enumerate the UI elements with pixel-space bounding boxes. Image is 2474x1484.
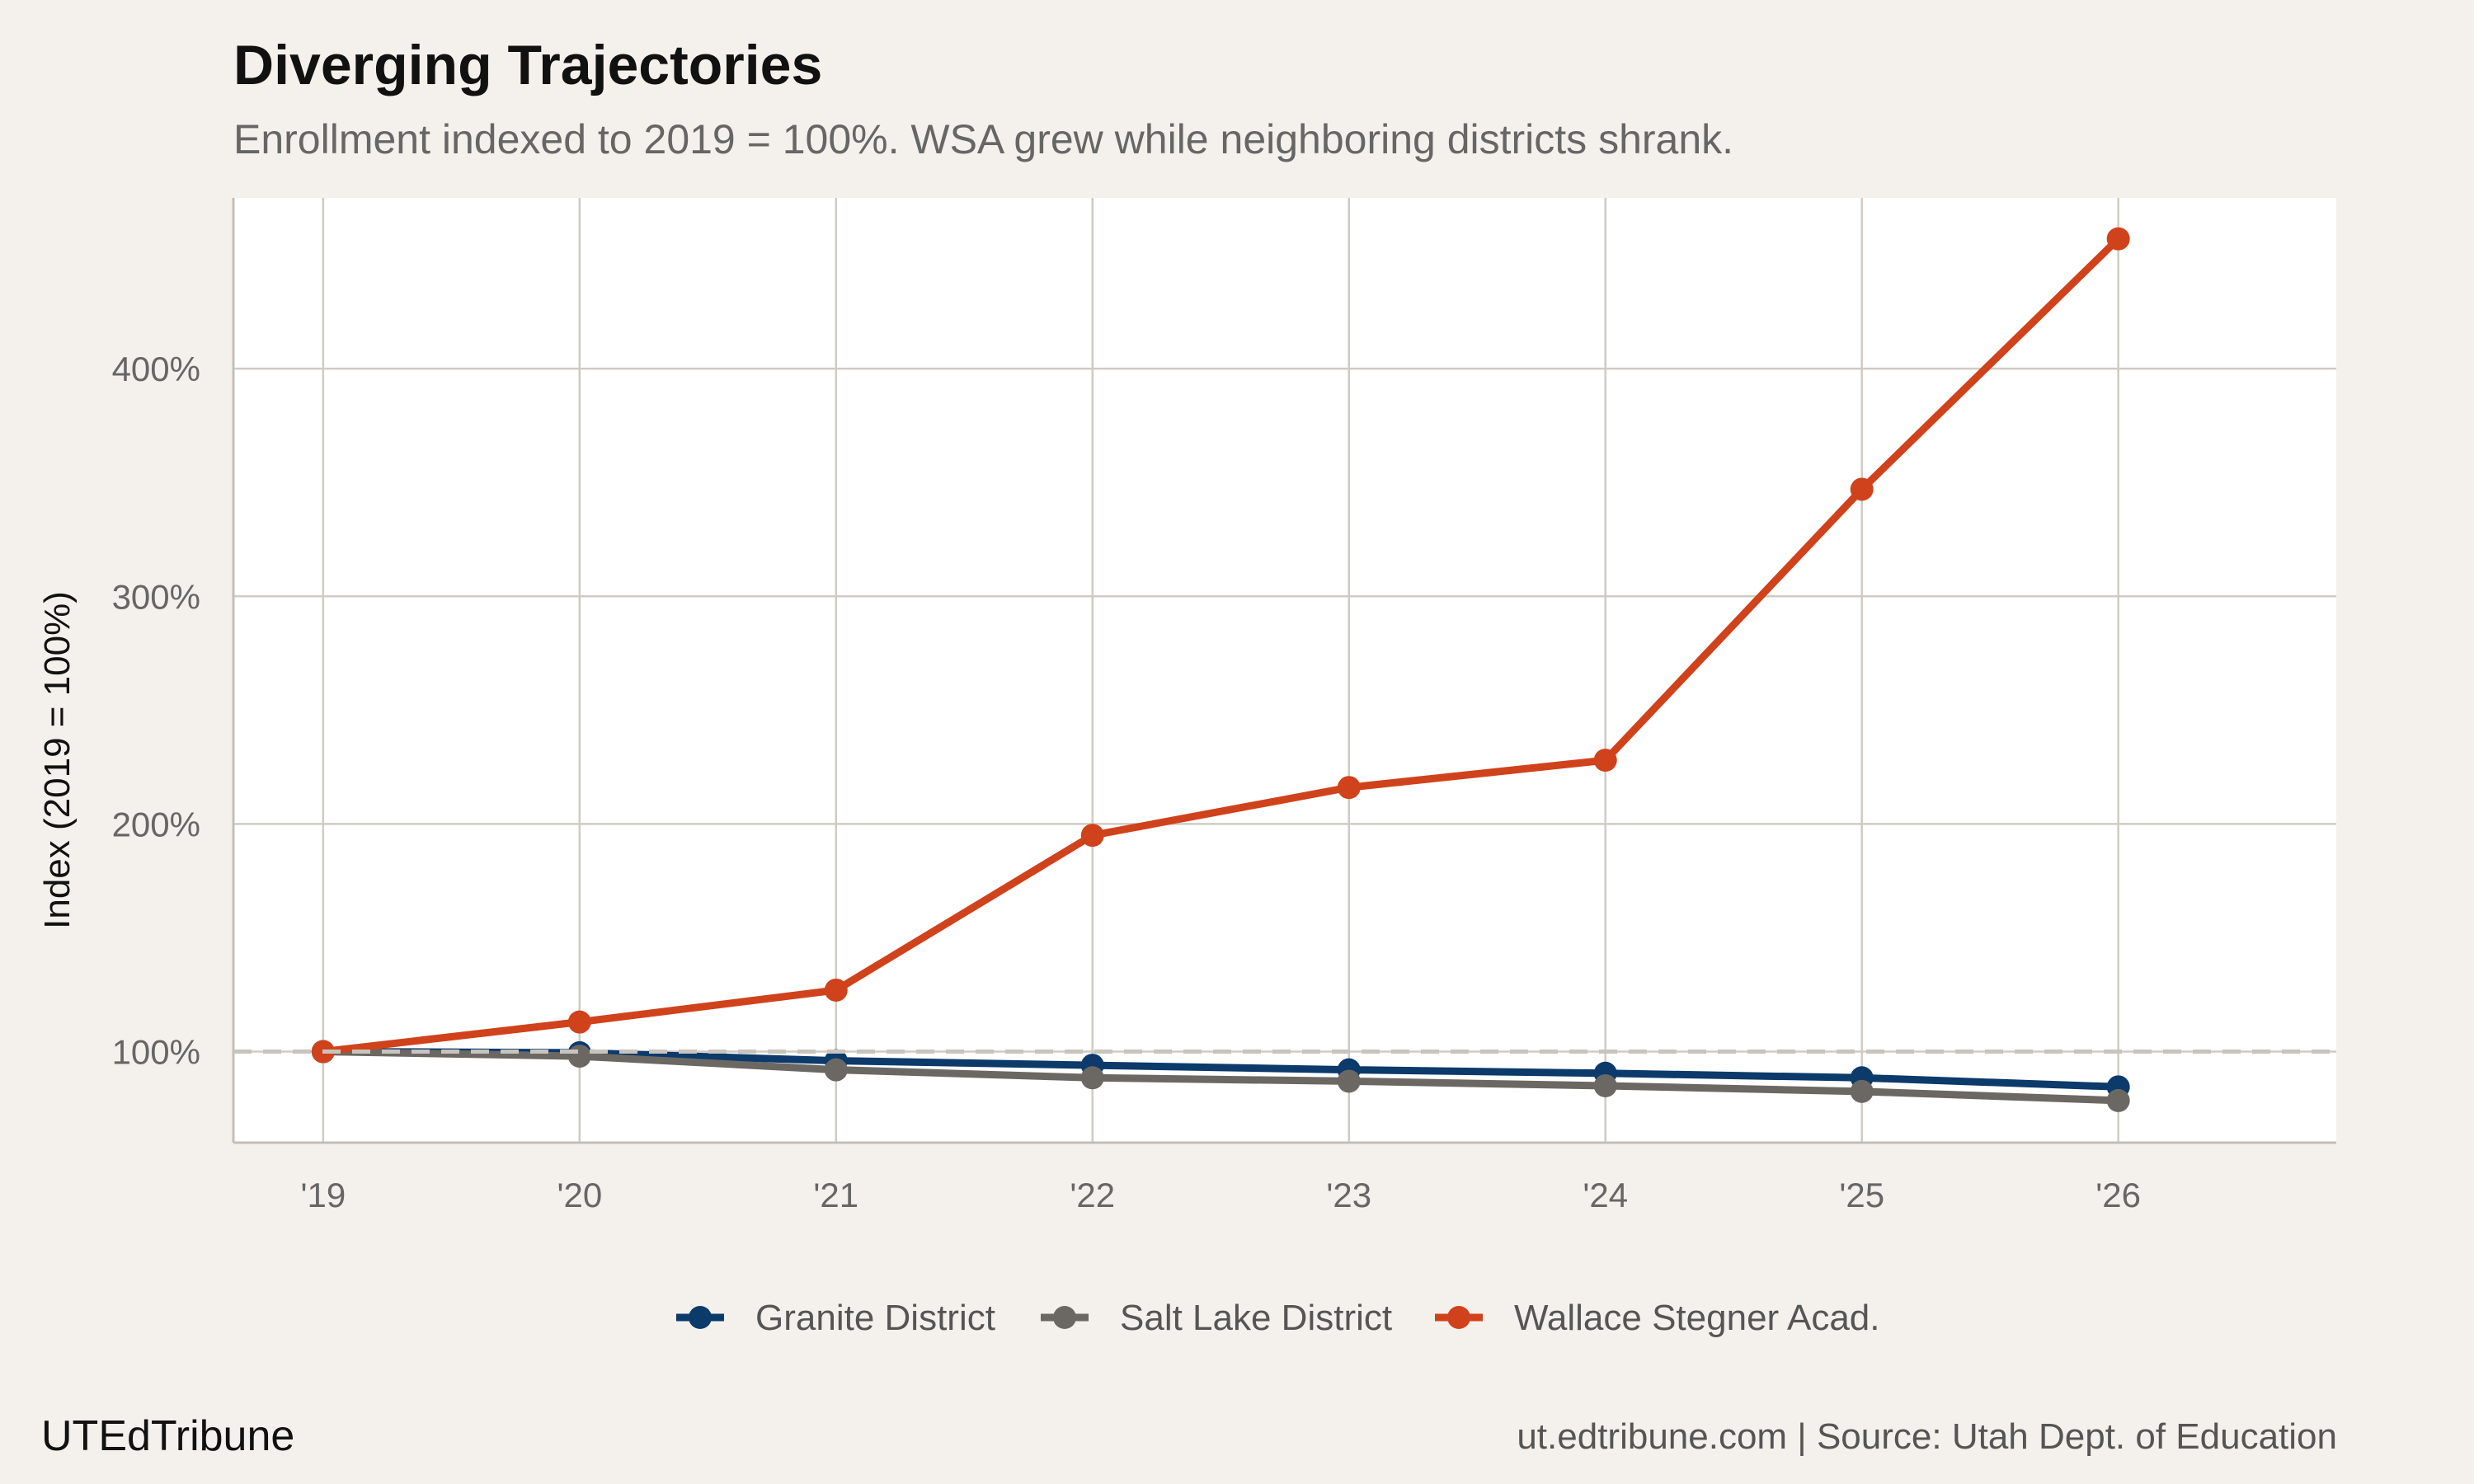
x-tick-label: '19 (300, 1176, 346, 1214)
axes: 100% 200% 300% 400% '19 '20 '21 '22 '23 '24 '25 '26 (112, 198, 2336, 1214)
footer-source: ut.edtribune.com | Source: Utah Dept. of… (1517, 1416, 2337, 1457)
x-tick-label: '22 (1070, 1176, 1115, 1214)
legend-swatch-point (1447, 1306, 1470, 1329)
x-tick-label: '21 (813, 1176, 858, 1214)
legend-swatch-point (689, 1306, 712, 1329)
data-point (1593, 1073, 1617, 1097)
y-tick-label: 200% (112, 805, 200, 843)
data-point (1080, 1066, 1104, 1090)
y-axis-title: Index (2019 = 100%) (37, 591, 78, 929)
data-point (824, 1058, 848, 1082)
data-point (1850, 477, 1874, 501)
series-wallace-stegner-acad (311, 227, 2130, 1064)
data-point (824, 978, 848, 1002)
series-line (319, 235, 2123, 1055)
chart-title: Diverging Trajectories (233, 34, 823, 96)
legend-item: Wallace Stegner Acad. (1435, 1298, 1880, 1338)
data-point (1593, 749, 1617, 773)
x-tick-label: '24 (1583, 1176, 1628, 1214)
y-tick-label: 100% (112, 1033, 200, 1072)
y-tick-label: 300% (112, 577, 200, 616)
x-tick-label: '23 (1326, 1176, 1371, 1214)
legend-item: Salt Lake District (1041, 1298, 1392, 1338)
x-tick-label: '20 (557, 1176, 602, 1214)
chart-subtitle: Enrollment indexed to 2019 = 100%. WSA g… (233, 116, 1734, 162)
data-point (1080, 824, 1104, 848)
data-point (1337, 776, 1361, 800)
data-point (1850, 1079, 1874, 1103)
y-tick-label: 400% (112, 350, 200, 388)
data-point (2106, 1088, 2130, 1112)
plot-background (233, 198, 2336, 1143)
series-layer (311, 227, 2130, 1112)
legend-label: Salt Lake District (1120, 1298, 1392, 1338)
footer-brand: UTEdTribune (41, 1412, 295, 1460)
series-line (319, 1048, 2123, 1091)
data-point (567, 1010, 591, 1034)
legend-label: Wallace Stegner Acad. (1514, 1298, 1880, 1338)
x-tick-label: '25 (1839, 1176, 1884, 1214)
legend-swatch-point (1053, 1306, 1076, 1329)
legend-item: Granite District (676, 1298, 995, 1338)
x-tick-label: '26 (2095, 1176, 2141, 1214)
legend: Granite District Salt Lake District Wallac… (676, 1298, 1880, 1338)
legend-label: Granite District (755, 1298, 995, 1338)
series-line (319, 1048, 2123, 1105)
data-point (567, 1045, 591, 1068)
data-point (1337, 1069, 1361, 1093)
data-point (2106, 227, 2130, 251)
